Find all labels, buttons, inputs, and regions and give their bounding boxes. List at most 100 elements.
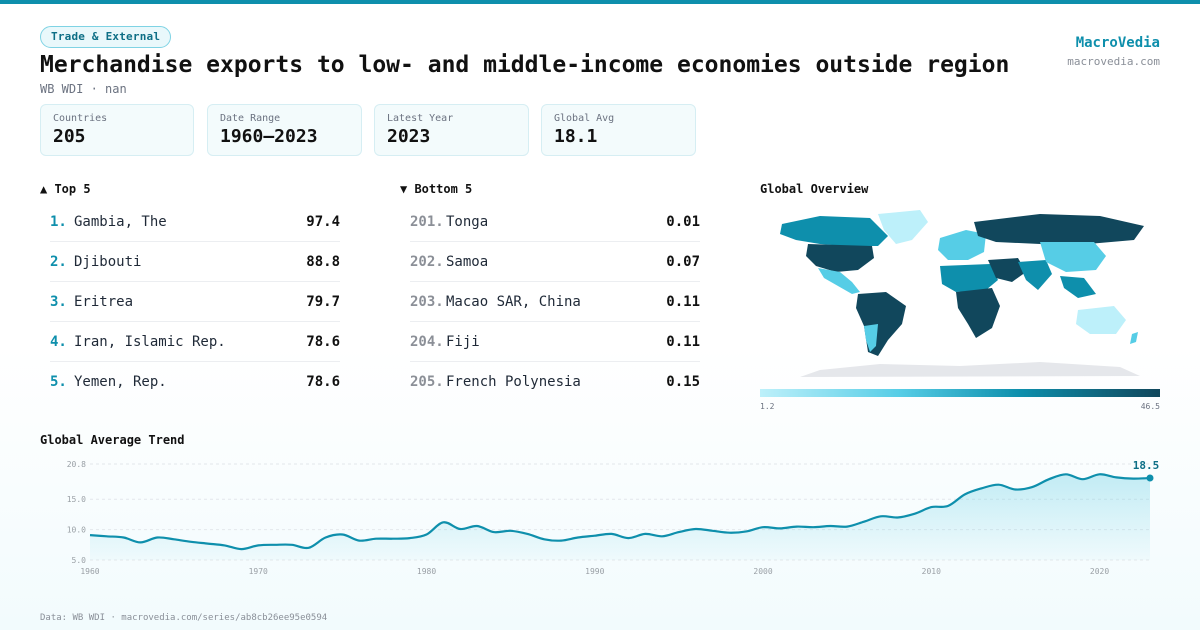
map-region-south-asia (1018, 260, 1052, 290)
top5-row[interactable]: 5. Yemen, Rep. 78.6 (50, 362, 340, 402)
trend-x-tick-label: 2020 (1090, 567, 1109, 576)
map-region-new-zealand (1130, 332, 1138, 344)
stat-value: 205 (53, 126, 86, 147)
country-value: 78.6 (306, 333, 340, 350)
map-region-greenland (878, 210, 928, 244)
rank-number: 205. (410, 374, 444, 390)
country-name: Samoa (446, 253, 489, 270)
brand-logo[interactable]: MacroVedia (1075, 35, 1160, 51)
map-region-united-states (806, 244, 874, 272)
country-name: Fiji (446, 333, 480, 350)
page-title: Merchandise exports to low- and middle-i… (40, 52, 1020, 78)
world-choropleth-map[interactable] (760, 200, 1160, 382)
stat-label: Latest Year (387, 113, 454, 124)
country-value: 0.11 (666, 293, 700, 310)
trend-x-tick-label: 1990 (585, 567, 604, 576)
country-name: Eritrea (74, 293, 134, 310)
map-region-southeast-asia (1060, 276, 1096, 298)
stat-card-countries: Countries 205 (40, 104, 194, 156)
trend-x-tick-label: 1970 (249, 567, 268, 576)
rank-number: 201. (410, 213, 444, 230)
trend-x-tick-label: 1980 (417, 567, 436, 576)
map-region-antarctica (800, 362, 1140, 377)
map-region-central-america (818, 268, 860, 294)
country-name: Gambia, The (74, 213, 167, 230)
map-region-australia (1076, 306, 1126, 334)
country-value: 97.4 (306, 213, 340, 230)
rank-number: 1. (50, 213, 67, 230)
country-name: Yemen, Rep. (74, 374, 167, 390)
bottom5-row[interactable]: 201. Tonga 0.01 (410, 202, 700, 242)
bottom5-heading: ▼ Bottom 5 (400, 182, 473, 196)
map-region-middle-east (988, 258, 1026, 282)
category-badge[interactable]: Trade & External (40, 26, 172, 48)
bottom5-row[interactable]: 205. French Polynesia 0.15 (410, 362, 700, 402)
rank-number: 204. (410, 333, 444, 350)
top5-heading: ▲ Top 5 (40, 182, 91, 196)
rank-number: 202. (410, 253, 444, 270)
top5-row[interactable]: 3. Eritrea 79.7 (50, 282, 340, 322)
country-value: 0.15 (666, 374, 700, 390)
stat-card-date-range: Date Range 1960–2023 (207, 104, 362, 156)
trend-y-tick-label: 5.0 (72, 556, 87, 565)
stat-value: 2023 (387, 126, 431, 147)
map-region-south-america-south (864, 324, 878, 352)
stat-card-global-avg: Global Avg 18.1 (541, 104, 696, 156)
map-region-russia (974, 214, 1144, 244)
country-value: 0.11 (666, 333, 700, 350)
map-region-africa-north (940, 264, 998, 292)
bottom5-row[interactable]: 203. Macao SAR, China 0.11 (410, 282, 700, 322)
trend-x-tick-label: 1960 (80, 567, 99, 576)
stat-value: 18.1 (554, 126, 598, 147)
stat-card-latest-year: Latest Year 2023 (374, 104, 529, 156)
top5-row[interactable]: 1. Gambia, The 97.4 (50, 202, 340, 242)
trend-y-tick-label: 15.0 (67, 495, 86, 504)
country-value: 0.07 (666, 253, 700, 270)
trend-y-tick-label: 10.0 (67, 526, 86, 535)
trend-line (89, 473, 1151, 551)
world-map-svg (780, 210, 1144, 377)
country-value: 0.01 (666, 213, 700, 230)
map-region-south-america (856, 292, 906, 356)
map-legend-min: 1.2 (760, 402, 775, 411)
top-accent-bar (0, 0, 1200, 4)
country-name: Macao SAR, China (446, 293, 581, 310)
rank-number: 203. (410, 293, 444, 310)
country-name: Tonga (446, 213, 489, 230)
rank-number: 2. (50, 253, 67, 270)
trend-y-tick-label: 20.8 (67, 460, 86, 469)
map-region-europe (938, 230, 986, 260)
top5-row[interactable]: 2. Djibouti 88.8 (50, 242, 340, 282)
footer-source[interactable]: Data: WB WDI · macrovedia.com/series/ab8… (40, 613, 328, 623)
top5-list: 1. Gambia, The 97.4 2. Djibouti 88.8 3. … (50, 202, 340, 402)
map-heading: Global Overview (760, 182, 869, 196)
country-name: Djibouti (74, 253, 142, 270)
stat-label: Date Range (220, 113, 281, 124)
country-name: Iran, Islamic Rep. (74, 333, 226, 350)
top5-row[interactable]: 4. Iran, Islamic Rep. 78.6 (50, 322, 340, 362)
map-region-north-america-north (780, 216, 888, 246)
bottom5-row[interactable]: 202. Samoa 0.07 (410, 242, 700, 282)
trend-last-value-label: 18.5 (1133, 459, 1160, 472)
map-legend-max: 46.5 (1140, 402, 1160, 411)
trend-chart[interactable]: 5.0 10.0 15.0 20.8 1960 1970 1980 1990 2000 2010… (0, 448, 1200, 580)
trend-x-tick-label: 2000 (753, 567, 772, 576)
country-value: 78.6 (306, 374, 340, 390)
country-value: 79.7 (306, 293, 340, 310)
country-name: French Polynesia (446, 374, 581, 390)
rank-number: 4. (50, 333, 67, 350)
trend-area-fill (90, 474, 1150, 560)
brand-url[interactable]: macrovedia.com (1067, 55, 1160, 68)
stat-value: 1960–2023 (220, 126, 318, 147)
trend-last-point[interactable] (1146, 474, 1154, 482)
stat-label: Countries (53, 113, 108, 124)
rank-number: 3. (50, 293, 67, 310)
country-value: 88.8 (306, 253, 340, 270)
trend-heading: Global Average Trend (40, 433, 185, 447)
bottom5-list: 201. Tonga 0.01 202. Samoa 0.07 203. Mac… (410, 202, 700, 402)
map-region-east-asia (1040, 242, 1106, 272)
map-legend-gradient (760, 389, 1160, 397)
bottom5-row[interactable]: 204. Fiji 0.11 (410, 322, 700, 362)
page-subtitle: WB WDI · nan (40, 82, 127, 96)
map-region-africa-south (956, 288, 1000, 338)
